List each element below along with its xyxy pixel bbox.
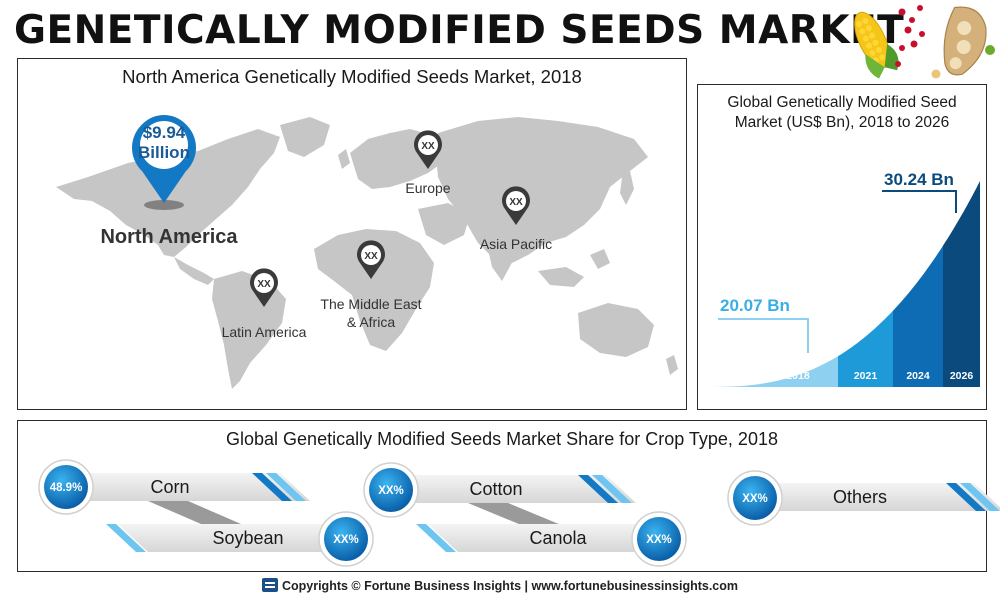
seeds-illustration-icon [854, 5, 995, 79]
map-title: North America Genetically Modified Seeds… [122, 66, 582, 87]
region-value: XX [257, 279, 271, 290]
growth-x-tick: 2026 [950, 370, 974, 382]
growth-area-band [706, 356, 838, 387]
crop-share-item: Corn 48.9% [38, 459, 310, 515]
region-pin-icon [357, 240, 385, 279]
ribbon-stripe [416, 524, 456, 552]
crop-share-panel: Global Genetically Modified Seeds Market… [17, 420, 1000, 572]
crop-share-value: XX% [646, 534, 672, 546]
ribbon-stripe [266, 473, 306, 501]
world-map: $9.94 Billion North America XX Europe XX As… [56, 115, 678, 389]
growth-area-band [943, 181, 980, 387]
crop-share-item: Soybean XX% [106, 511, 374, 567]
region-label: Europe [405, 180, 450, 196]
ribbon-stripe [252, 473, 292, 501]
crop-share-value: XX% [378, 485, 404, 497]
growth-x-tick: 2018 [786, 370, 810, 382]
region-label: Asia Pacific [480, 236, 552, 252]
crop-label: Canola [529, 528, 587, 548]
region-value: XX [364, 251, 378, 262]
growth-x-tick: 2021 [854, 370, 878, 382]
crop-label: Soybean [212, 528, 283, 548]
share-badge [733, 476, 777, 520]
region-pin-icon [414, 130, 443, 169]
growth-chart: 2018 2021 2024 2026 20.07 Bn 30.24 Bn [706, 170, 980, 387]
fortune-logo-icon [261, 578, 278, 592]
page-title: GENETICALLY MODIFIED SEEDS MARKET [14, 8, 905, 53]
region-value: XX [421, 141, 435, 152]
footer: Copyrights © Fortune Business Insights |… [0, 578, 1000, 593]
ribbon-stripe [592, 475, 632, 503]
share-badge [369, 468, 413, 512]
crop-share-item: Cotton XX% [363, 462, 636, 518]
crop-label: Cotton [469, 479, 522, 499]
region-label-line2: & Africa [347, 314, 395, 330]
crop-share-item: Canola XX% [416, 511, 687, 567]
share-badge [324, 517, 368, 561]
crop-share-value: XX% [742, 493, 768, 505]
annotation-2026: 30.24 Bn [884, 170, 954, 189]
crop-ribbon [428, 524, 658, 552]
ribbon-stripe [946, 483, 986, 511]
crop-share-item: Others XX% [727, 470, 1000, 526]
annotation-line [882, 190, 957, 213]
map-panel: North America Genetically Modified Seeds… [17, 58, 687, 410]
annotation-line [718, 318, 809, 353]
region-label: The Middle East [320, 296, 421, 312]
region-pin-icon [250, 268, 278, 307]
crop-share-title: Global Genetically Modified Seeds Market… [226, 429, 778, 449]
growth-area-band [838, 310, 893, 387]
growth-x-tick: 2024 [906, 370, 930, 382]
ribbon-stripe [578, 475, 618, 503]
growth-area-band [893, 245, 943, 387]
crop-label: Others [833, 487, 887, 507]
north-america-label: North America [100, 226, 238, 248]
share-badge [637, 517, 681, 561]
ribbon-stripe [960, 483, 1000, 511]
ribbon-stripe [106, 524, 146, 552]
region-pin-icon [502, 186, 531, 225]
share-badge [44, 465, 88, 509]
crop-share-value: 48.9% [50, 482, 83, 494]
annotation-2018: 20.07 Bn [720, 296, 790, 315]
north-america-value-line1: $9.94 [143, 123, 186, 142]
crop-ribbon [770, 483, 1000, 511]
region-label: Latin America [222, 324, 307, 340]
crop-ribbon [406, 475, 636, 503]
crop-label: Corn [150, 477, 189, 497]
growth-chart-title: Global Genetically Modified Seed Market … [727, 94, 957, 131]
north-america-value-line2: Billion [138, 143, 190, 162]
region-value: XX [509, 197, 523, 208]
crop-share-value: XX% [333, 534, 359, 546]
north-america-pin-icon [132, 115, 196, 210]
growth-chart-panel: Global Genetically Modified Seed Market … [697, 84, 987, 410]
footer-text: Copyrights © Fortune Business Insights |… [281, 579, 739, 593]
crop-ribbon [80, 473, 310, 501]
connector-band [148, 501, 248, 527]
crop-ribbon [118, 524, 348, 552]
connector-band [468, 503, 566, 527]
